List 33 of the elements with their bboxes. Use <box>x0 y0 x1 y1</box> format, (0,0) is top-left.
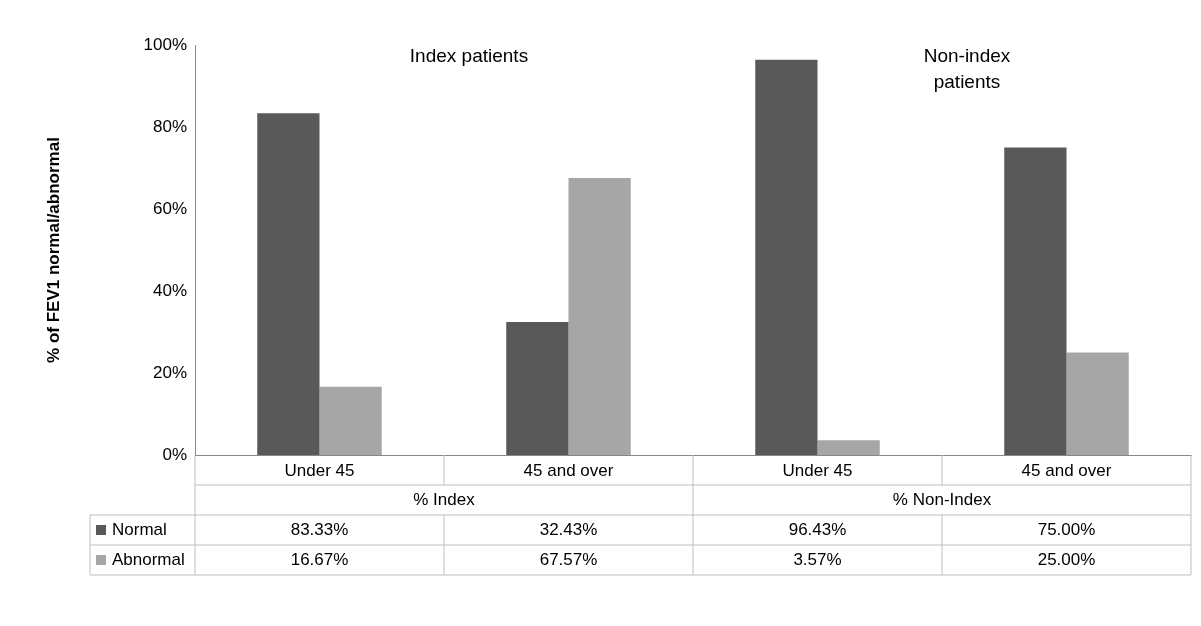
bar <box>755 59 818 455</box>
annotation: Index patients <box>409 45 529 67</box>
data-label: 67.57% <box>539 549 598 569</box>
data-label: 25.00% <box>1037 549 1096 569</box>
data-label: 32.43% <box>539 519 598 539</box>
data-label: 96.43% <box>788 519 847 539</box>
y-tick-label: 0% <box>162 444 187 464</box>
bar <box>568 177 631 455</box>
bar <box>817 440 880 455</box>
x-tick-label: Under 45 <box>284 460 355 480</box>
y-tick-label: 60% <box>152 198 187 218</box>
data-label: 16.67% <box>290 549 349 569</box>
legend-label: Normal <box>112 519 167 539</box>
legend-label: Abnormal <box>112 549 185 569</box>
data-label: 75.00% <box>1037 519 1096 539</box>
x-tick-label: 45 and over <box>1021 460 1112 480</box>
bar <box>1004 147 1067 455</box>
text: % Index <box>413 489 476 509</box>
y-tick-label: 80% <box>152 116 187 136</box>
bar <box>319 386 382 455</box>
y-tick-label: 40% <box>152 280 187 300</box>
data-label: 3.57% <box>793 549 842 569</box>
x-tick-label: 45 and over <box>523 460 614 480</box>
y-tick-label: 100% <box>143 34 187 54</box>
y-tick-label: 20% <box>152 362 187 382</box>
bar <box>506 322 569 455</box>
bar <box>257 113 320 455</box>
x-tick-label: Under 45 <box>782 460 853 480</box>
data-label: 83.33% <box>290 519 349 539</box>
bar <box>1066 352 1129 455</box>
y-axis-title: % of FEV1 normal/abnormal <box>43 137 63 363</box>
annotation: Non-index patients <box>923 45 1011 93</box>
text: % Non-Index <box>892 489 992 509</box>
